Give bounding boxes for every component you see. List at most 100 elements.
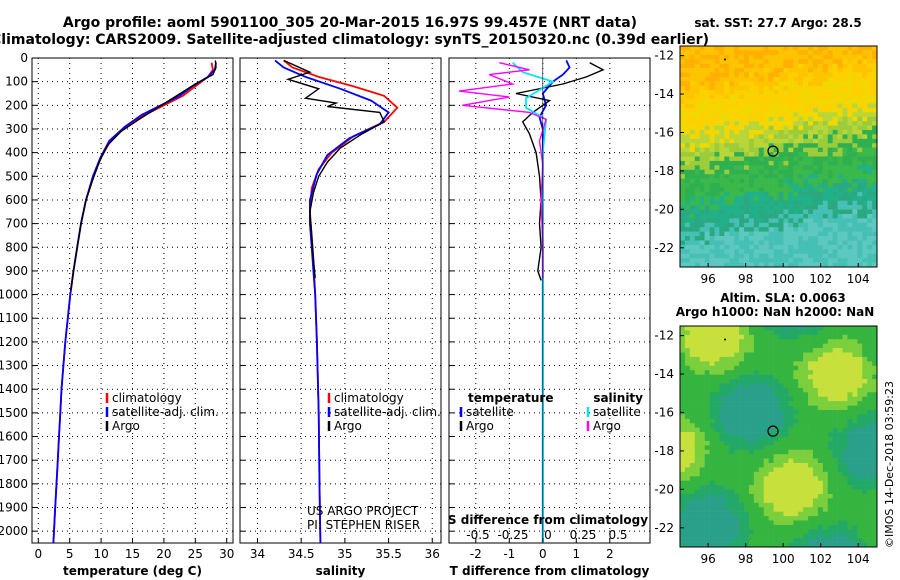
map-cell [763, 116, 769, 122]
map-cell [788, 445, 794, 451]
map-cell [847, 253, 853, 259]
map-cell [822, 112, 829, 118]
map-cell [803, 334, 809, 340]
map-cell [734, 129, 740, 135]
map-cell [867, 174, 873, 179]
map-cell [872, 516, 878, 521]
map-cell [803, 396, 809, 402]
map-cell [822, 156, 829, 162]
map-cell [817, 231, 824, 237]
map-cell [768, 396, 774, 402]
map-cell [857, 134, 863, 140]
map-cell [827, 121, 833, 126]
map-cell [763, 449, 769, 455]
map-cell [822, 467, 829, 473]
map-cell [684, 392, 691, 398]
map-cell [758, 112, 765, 118]
map-cell [812, 502, 819, 508]
map-cell [739, 125, 745, 131]
map-cell [798, 471, 804, 477]
map-cell [817, 383, 824, 389]
map-cell [812, 147, 819, 153]
map-cell [778, 46, 784, 51]
map-cell [709, 222, 715, 228]
map-cell [694, 374, 700, 380]
map-cell [808, 511, 814, 517]
map-cell [808, 240, 814, 246]
map-cell [763, 348, 769, 353]
map-cell [812, 423, 819, 428]
map-cell [778, 498, 784, 504]
map-cell [793, 485, 799, 490]
map-cell [684, 493, 691, 499]
map-cell [847, 383, 853, 389]
map-cell [837, 352, 843, 358]
map-cell [724, 59, 730, 64]
map-cell [822, 432, 829, 437]
map-cell [822, 370, 829, 375]
map-cell [837, 334, 843, 340]
map-cell [827, 440, 833, 446]
map-cell [857, 116, 863, 122]
x-tick-label: 2 [606, 547, 614, 561]
map-cell [817, 85, 824, 91]
map-cell [724, 396, 730, 402]
map-cell [837, 240, 843, 246]
map-cell [714, 445, 720, 451]
map-cell [832, 392, 838, 398]
map-cell [822, 414, 829, 420]
map-cell [724, 90, 730, 95]
map-cell [788, 231, 794, 237]
map-cell [704, 418, 710, 424]
map-cell [847, 476, 853, 481]
map-cell [734, 59, 740, 64]
map-cell [862, 165, 868, 171]
map-cell [847, 200, 853, 206]
map-cell [753, 116, 760, 122]
map-cell [734, 432, 740, 437]
map-cell [857, 418, 863, 424]
map-cell [803, 480, 809, 486]
map-cell [719, 90, 725, 95]
map-cell [694, 76, 700, 82]
map-cell [768, 485, 774, 490]
map-cell [788, 480, 794, 486]
map-cell [739, 90, 745, 95]
map-cell [808, 471, 814, 477]
map-cell [793, 427, 799, 433]
map-cell [827, 370, 833, 375]
map-cell [748, 107, 755, 113]
map-cell [773, 502, 779, 508]
map-cell [734, 449, 740, 455]
map-cell [872, 414, 878, 420]
map-cell [847, 50, 853, 56]
map-cell [694, 134, 700, 140]
map-cell [847, 485, 853, 490]
map-cell [872, 374, 878, 380]
map-cell [778, 533, 784, 539]
map-cell [724, 138, 730, 144]
map-cell [788, 99, 794, 104]
map-cell [778, 493, 784, 499]
map-cell [768, 471, 774, 477]
map-cell [788, 330, 794, 336]
map-cell [832, 370, 838, 375]
map-cell [842, 107, 848, 113]
map-cell [837, 387, 843, 393]
map-cell [862, 533, 868, 539]
map-cell [694, 227, 700, 232]
map-cell [847, 187, 853, 193]
map-cell [788, 160, 794, 166]
map-cell [763, 516, 769, 521]
map-cell [872, 348, 878, 353]
map-cell [680, 187, 686, 193]
y-tick-label: 600 [5, 193, 28, 207]
map-cell [827, 480, 833, 486]
map-cell [788, 343, 794, 349]
map-cell [842, 326, 848, 331]
map-cell [862, 414, 868, 420]
map-cell [812, 152, 819, 157]
map-cell [709, 68, 715, 73]
map-cell [842, 458, 848, 464]
map-cell [734, 125, 740, 131]
